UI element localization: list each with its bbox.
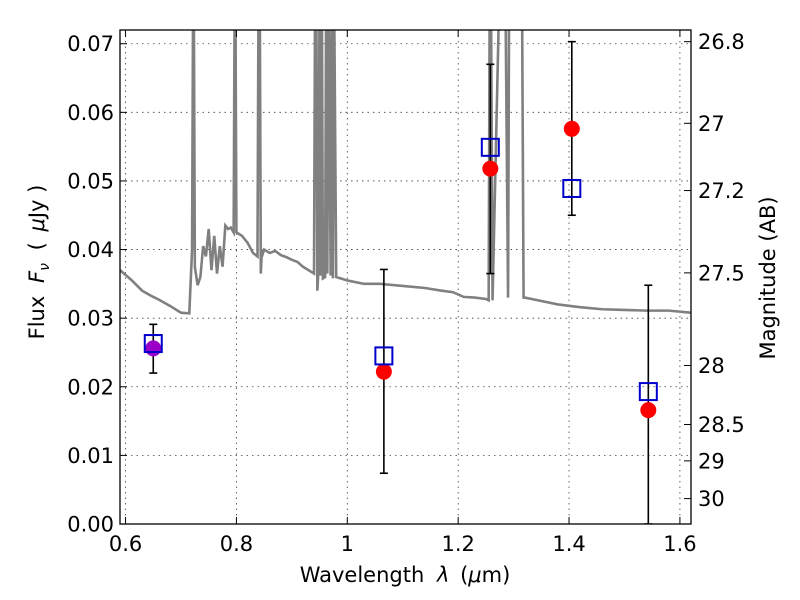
y-tick-label: 0.03 — [67, 307, 114, 331]
model-square — [480, 137, 500, 157]
y2-tick-label: 28.5 — [698, 413, 745, 437]
model-square — [638, 382, 658, 402]
y2-tick-label: 27.2 — [698, 179, 745, 203]
y-axis-symbol: F — [25, 270, 49, 283]
y2-tick-label: 29 — [698, 449, 725, 473]
errorbar-layer — [149, 40, 653, 524]
y-tick-label: 0.00 — [67, 513, 114, 537]
grid — [120, 30, 691, 525]
y-tick-label: 0.04 — [67, 238, 114, 262]
x-axis-unit-open: ( — [460, 563, 468, 587]
x-axis-unit-mu: μ — [467, 563, 481, 587]
observed-point — [145, 340, 162, 357]
y-axis-label: Flux — [25, 296, 49, 340]
model-spectrum-layer — [120, 30, 691, 315]
model-square — [374, 346, 394, 366]
y-tick-label: 0.06 — [67, 101, 114, 125]
y-tick-label: 0.05 — [67, 169, 114, 193]
y2-tick-label: 28 — [698, 354, 725, 378]
plot-frame — [119, 29, 692, 525]
y-axis-unit-open: ( — [25, 242, 49, 250]
y2-tick-label: 27 — [698, 112, 725, 136]
y2-axis-title: Magnitude (AB) — [756, 196, 780, 359]
x-axis-symbol: λ — [436, 563, 449, 587]
y2-tick-label: 26.8 — [698, 30, 745, 54]
observed-point — [640, 402, 657, 419]
observed-point — [375, 363, 392, 380]
x-tick-label: 1.6 — [663, 532, 696, 556]
x-tick-label: 1.4 — [552, 532, 585, 556]
x-tick-label: 0.8 — [220, 532, 253, 556]
spectrum-line — [120, 30, 691, 315]
y-axis-unit-mu: μ — [25, 218, 49, 232]
axis-ticks: 0.6 0.8 1 1.2 1.4 1.6 0.00 0.01 0.02 0.03 0.04 0.05… — [67, 30, 745, 556]
y-axis-symbol-sub: ν — [37, 263, 53, 271]
y2-tick-label: 30 — [698, 487, 725, 511]
x-axis-title: Wavelength λ (μm) — [300, 563, 511, 587]
y-axis-title: Flux Fν ( μJy ) — [25, 185, 54, 340]
y2-tick-label: 27.5 — [698, 261, 745, 285]
observed-point — [482, 160, 499, 177]
y-tick-label: 0.07 — [67, 32, 114, 56]
x-tick-label: 1 — [341, 532, 354, 556]
x-tick-label: 0.6 — [109, 532, 142, 556]
y-axis-unit-rest: Jy ) — [25, 185, 49, 221]
y-tick-label: 0.02 — [67, 375, 114, 399]
observed-point — [563, 120, 580, 137]
x-tick-label: 1.2 — [441, 532, 474, 556]
y-tick-label: 0.01 — [67, 444, 114, 468]
x-axis-unit-rest: m) — [482, 563, 511, 587]
x-axis-label: Wavelength — [300, 563, 425, 587]
model-square — [562, 178, 582, 198]
marker-layer — [143, 120, 658, 419]
model-square — [143, 334, 163, 354]
